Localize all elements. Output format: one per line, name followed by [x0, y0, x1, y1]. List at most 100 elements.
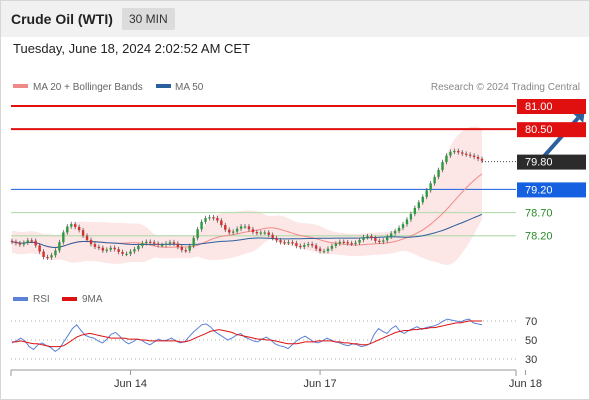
level-80-50-tag	[517, 122, 586, 138]
rsi-legend-label: RSI	[33, 294, 50, 305]
candle-body	[38, 245, 41, 252]
candle-body	[413, 207, 417, 214]
candle-body	[22, 242, 26, 245]
candle-body	[58, 242, 61, 251]
candle-body	[156, 243, 160, 245]
candle-body	[322, 251, 326, 253]
rsi-level-30-label: 30	[525, 354, 537, 366]
candle-body	[251, 229, 255, 233]
candle-body	[192, 238, 195, 246]
candle-body	[62, 232, 65, 243]
candle-body	[287, 242, 290, 244]
candle-body	[267, 232, 270, 235]
candle-body	[26, 240, 30, 243]
candle-body	[476, 156, 480, 159]
ma20-legend-swatch	[13, 84, 28, 88]
candle-body	[318, 248, 322, 252]
candle-body	[109, 247, 112, 250]
candle-body	[42, 251, 45, 258]
candle-body	[247, 226, 251, 230]
candle-body	[14, 241, 18, 244]
candle-body	[160, 245, 164, 247]
x-tick-label: Jun 18	[509, 378, 542, 390]
candle-body	[433, 176, 436, 184]
copyright-label: Research © 2024 Trading Central	[431, 82, 580, 93]
candle-body	[137, 245, 140, 250]
level-78-70-label: 78.70	[525, 208, 553, 220]
candle-body	[141, 243, 144, 246]
candle-body	[382, 240, 385, 242]
candle-body	[362, 237, 365, 240]
candle-body	[113, 247, 116, 250]
candle-body	[85, 235, 89, 240]
candle-body	[34, 240, 37, 246]
candle-body	[334, 243, 338, 246]
candle-body	[425, 190, 428, 197]
chart-header: Crude Oil (WTI) 30 MIN	[1, 1, 589, 37]
candle-body	[338, 241, 342, 244]
x-ticks: Jun 14 Jun 17 Jun 18	[10, 370, 542, 390]
candle-body	[405, 219, 409, 225]
candle-body	[374, 238, 377, 241]
candle-body	[468, 154, 472, 156]
candle-body	[243, 226, 247, 228]
candle-body	[54, 250, 57, 256]
candle-body	[449, 151, 452, 156]
datetime-label: Tuesday, June 18, 2024 2:02:52 AM CET	[13, 41, 251, 56]
candle-body	[220, 220, 223, 226]
candle-body	[200, 221, 203, 230]
timeframe-badge[interactable]: 30 MIN	[122, 8, 175, 30]
candle-body	[421, 196, 424, 203]
candle-body	[196, 229, 199, 239]
rsi-line	[11, 318, 483, 353]
candle-body	[378, 240, 381, 243]
candle-body	[358, 239, 361, 243]
level-79-80-tag	[517, 154, 586, 170]
level-79-20-tag	[517, 182, 586, 198]
level-79-20-label: 79.20	[525, 184, 553, 196]
candle-body	[212, 217, 215, 219]
candle-body	[121, 251, 124, 254]
candle-body	[172, 242, 176, 244]
level-81-00-label: 81.00	[525, 101, 553, 113]
candle-body	[429, 183, 432, 191]
level-80-50-label: 80.50	[525, 124, 553, 136]
candle-body	[145, 241, 148, 244]
candle-body	[271, 234, 274, 239]
level-labels: 81.00 80.50 79.80 79.20 78.70 78.20	[517, 99, 586, 243]
candle-body	[97, 246, 101, 249]
rsi-ma9-line	[12, 320, 482, 348]
candle-body	[149, 241, 152, 243]
candle-body	[283, 242, 286, 244]
ma50-legend-label: MA 50	[175, 82, 204, 93]
candle-body	[453, 150, 456, 153]
candle-body	[184, 250, 187, 252]
candle-body	[188, 245, 191, 251]
rsi-level-50-label: 50	[525, 335, 537, 347]
rsi-level-70-label: 70	[525, 316, 537, 328]
candle-body	[30, 240, 33, 242]
candle-body	[239, 226, 243, 229]
candle-body	[105, 249, 109, 251]
candle-body	[228, 229, 231, 233]
candle-body	[224, 225, 227, 230]
candle-body	[326, 248, 330, 252]
candle-body	[176, 243, 180, 247]
candle-body	[259, 232, 263, 234]
instrument-title: Crude Oil (WTI)	[11, 11, 113, 27]
candle-body	[152, 242, 156, 244]
candle-body	[457, 150, 460, 153]
candle-body	[93, 244, 97, 247]
candle-body	[129, 251, 132, 254]
candle-body	[397, 227, 401, 232]
candle-body	[393, 231, 397, 234]
candle-body	[350, 243, 353, 245]
candle-body	[445, 155, 448, 163]
candle-body	[409, 213, 413, 220]
ma50-legend-swatch	[156, 84, 171, 88]
level-79-80-label: 79.80	[525, 157, 553, 169]
candle-body	[46, 257, 49, 259]
candle-body	[70, 224, 73, 227]
candle-body	[133, 249, 136, 252]
candle-body	[168, 242, 172, 244]
